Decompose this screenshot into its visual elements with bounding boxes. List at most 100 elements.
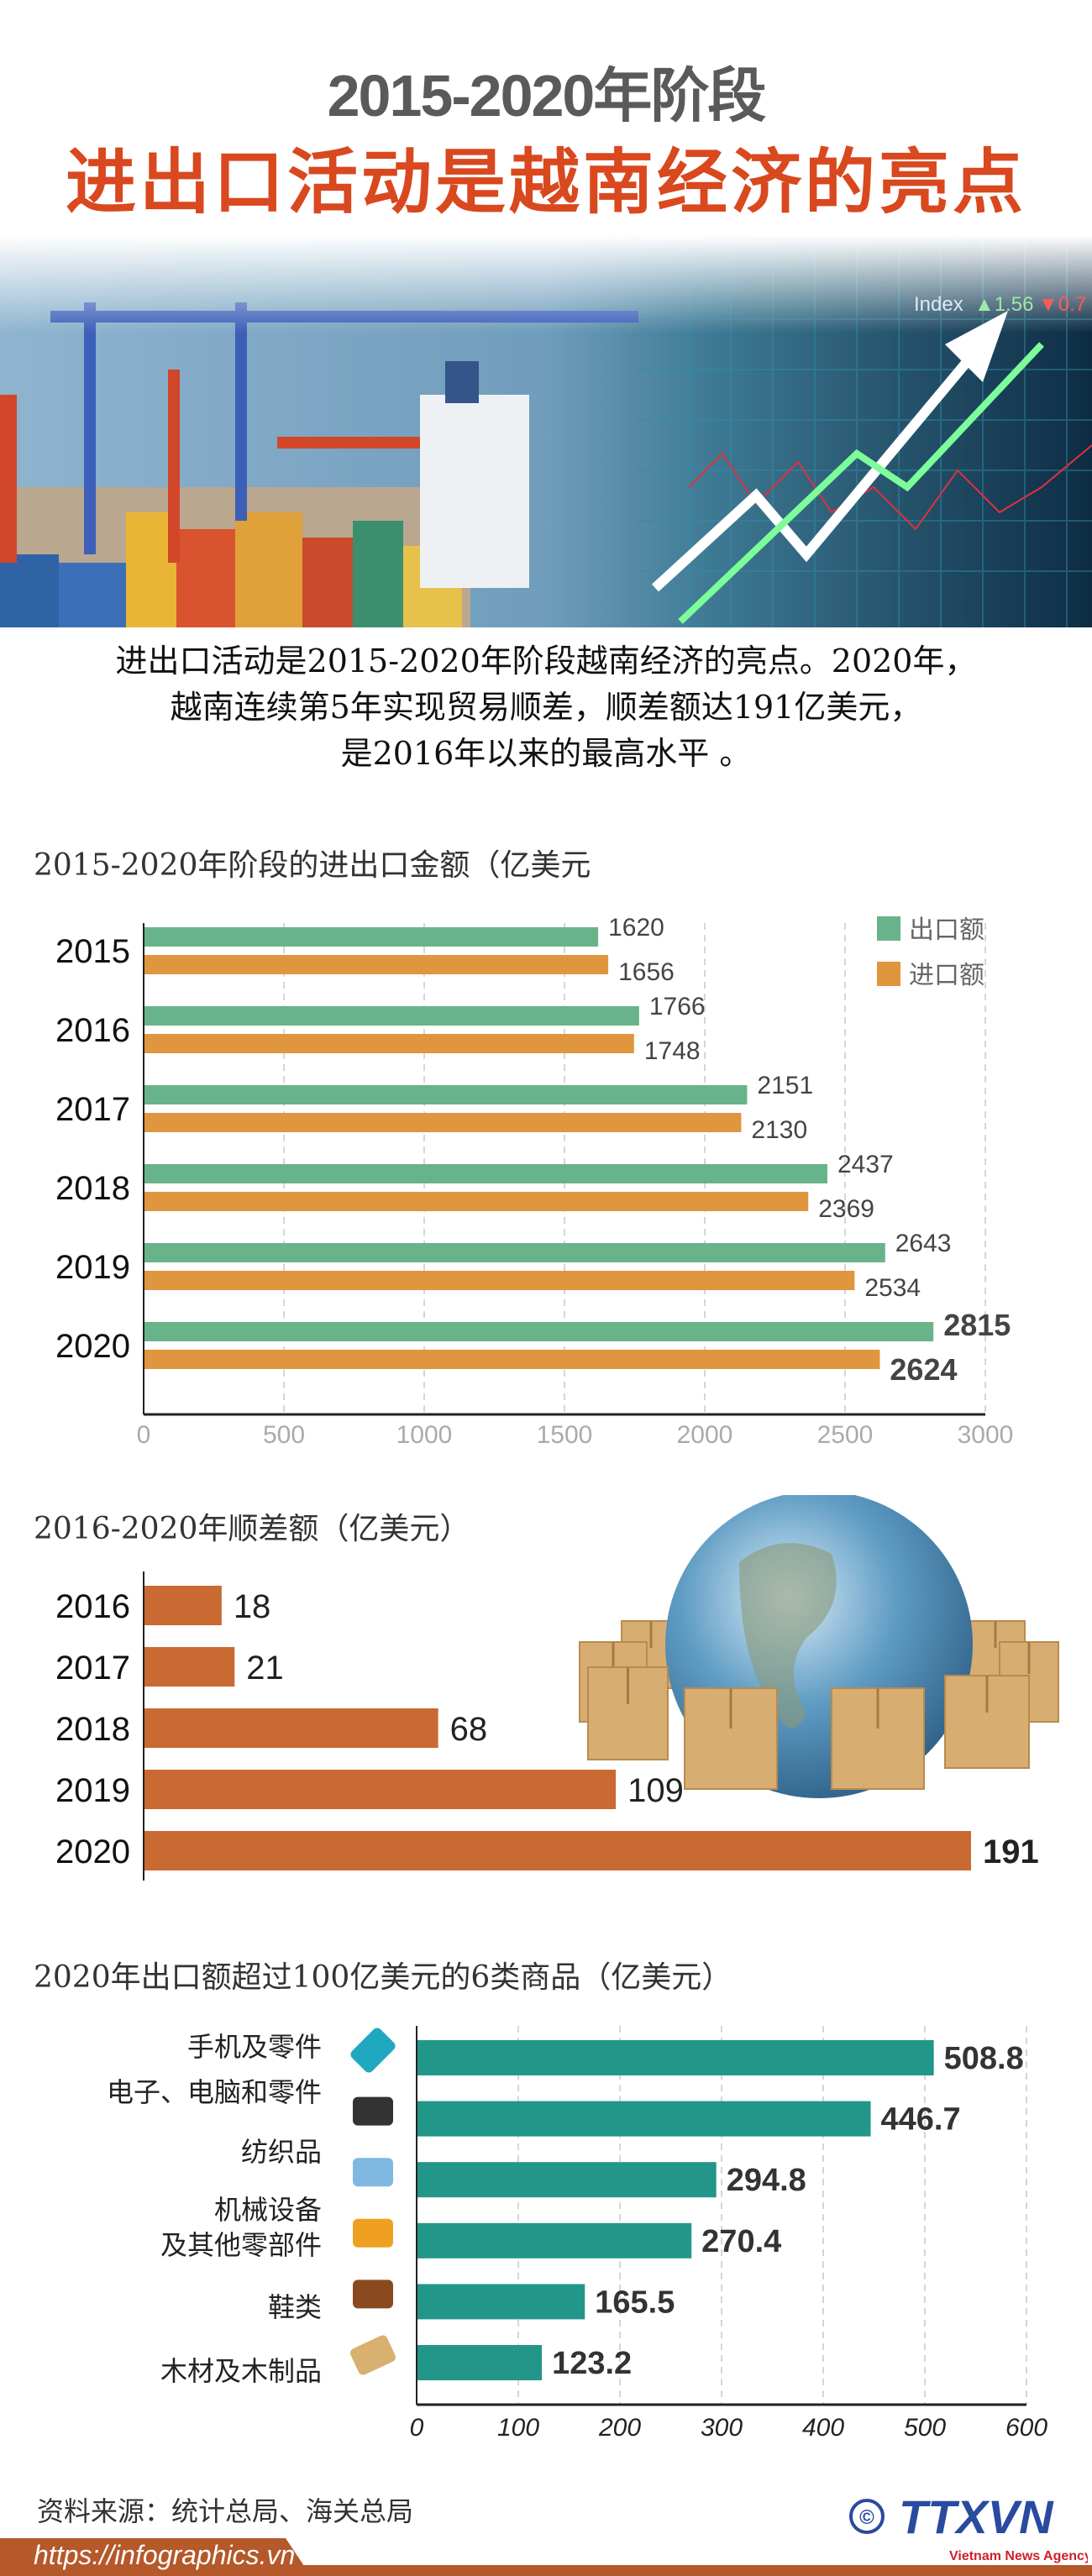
shoes-icon xyxy=(353,2280,393,2309)
value-label: 2815 xyxy=(943,1308,1011,1342)
year-label: 2017 xyxy=(55,1091,130,1128)
year-label: 2016 xyxy=(55,1012,130,1049)
bar-export xyxy=(144,1243,885,1262)
smartphone-icon xyxy=(350,2028,396,2073)
intro-line: 进出口活动是2015-2020年阶段越南经济的亮点。2020年， xyxy=(115,643,977,679)
year-label: 2018 xyxy=(55,1170,130,1207)
bar-export xyxy=(144,1006,639,1026)
photo-illustration: Index ▲1.56 ▼0.7 xyxy=(0,235,1092,627)
title-line-1: 2015-2020年阶段 xyxy=(327,63,767,129)
value-label: 2130 xyxy=(751,1116,807,1144)
ttxvn-logo: © TTXVN Vietnam News Agency xyxy=(849,2490,1088,2563)
value-label: 18 xyxy=(234,1588,271,1625)
top-export-products-chart: 2020年出口额超过100亿美元的6类商品（亿美元） 0 100 200 300 400 5… xyxy=(34,1960,1047,2442)
bar-import xyxy=(144,955,609,974)
product-bar xyxy=(417,2040,934,2075)
ticker-down: ▼0.7 xyxy=(1038,293,1086,316)
legend-label: 出口额 xyxy=(909,916,984,944)
intro-line: 越南连续第5年实现贸易顺差，顺差额达191亿美元， xyxy=(170,689,922,726)
surplus-bar xyxy=(144,1831,971,1870)
title-line-2: 进出口活动是越南经济的亮点 xyxy=(65,141,1026,223)
x-tick-label: 100 xyxy=(497,2414,539,2442)
x-tick-label: 500 xyxy=(904,2414,946,2442)
globe-with-boxes-illustration xyxy=(579,1495,1059,1798)
value-label: 508.8 xyxy=(944,2041,1024,2076)
category-label: 机械设备 xyxy=(214,2195,322,2225)
category-label: 手机及零件 xyxy=(187,2032,322,2062)
ticker-label: Index xyxy=(914,293,963,316)
surplus-bar xyxy=(144,1770,617,1809)
chart-title: 2020年出口额超过100亿美元的6类商品（亿美元） xyxy=(34,1960,732,1995)
year-label: 2015 xyxy=(55,933,130,970)
product-bar xyxy=(417,2222,692,2259)
value-label: 446.7 xyxy=(881,2102,961,2138)
product-bar xyxy=(417,2284,585,2320)
intro-paragraph: 进出口活动是2015-2020年阶段越南经济的亮点。2020年， 越南连续第5年… xyxy=(0,638,1092,777)
value-label: 109 xyxy=(627,1772,684,1809)
category-label: 鞋类 xyxy=(268,2292,322,2322)
value-label: 1620 xyxy=(608,914,664,942)
value-label: 2643 xyxy=(895,1230,952,1257)
year-label: 2017 xyxy=(55,1650,130,1687)
x-tick-label: 400 xyxy=(802,2414,844,2442)
copyright-mark: © xyxy=(859,2506,874,2529)
value-label: 123.2 xyxy=(552,2346,632,2381)
x-tick-label: 500 xyxy=(263,1421,305,1449)
product-bar xyxy=(417,2162,717,2198)
value-label: 21 xyxy=(246,1650,284,1687)
x-tick-label: 300 xyxy=(701,2414,743,2442)
bar-export xyxy=(144,1322,934,1341)
continent xyxy=(739,1543,837,1729)
bar-export xyxy=(144,1164,827,1183)
header-photo-port-and-market: Index ▲1.56 ▼0.7 xyxy=(0,235,1092,627)
trade-surplus-chart: 2016-2020年顺差额（亿美元） 2016 18 2017 21 2018 68 2019… xyxy=(34,1495,1059,1881)
chart-title: 2016-2020年顺差额（亿美元） xyxy=(34,1512,470,1546)
value-label: 191 xyxy=(983,1834,1039,1870)
bar-import xyxy=(144,1034,634,1053)
product-bar xyxy=(417,2345,543,2380)
category-label: 木材及木制品 xyxy=(160,2356,322,2386)
x-tick-label: 200 xyxy=(598,2414,641,2442)
value-label: 294.8 xyxy=(727,2163,806,2198)
value-label: 2151 xyxy=(757,1072,813,1099)
category-label: 纺织品 xyxy=(241,2137,322,2167)
intro-line: 是2016年以来的最高水平 。 xyxy=(340,735,752,772)
category-label: 电子、电脑和零件 xyxy=(107,2077,322,2107)
x-tick-label: 600 xyxy=(1005,2414,1047,2442)
source-note: 资料来源：统计总局、海关总局 xyxy=(37,2495,414,2527)
x-tick-label: 1000 xyxy=(396,1421,453,1449)
year-label: 2018 xyxy=(55,1711,130,1748)
value-label: 68 xyxy=(450,1711,488,1748)
x-tick-label: 1500 xyxy=(537,1421,593,1449)
chart-title: 2015-2020年阶段的进出口金额（亿美元 xyxy=(34,848,591,883)
computer-icon xyxy=(353,2096,393,2126)
value-label: 1748 xyxy=(644,1037,701,1065)
bar-import xyxy=(144,1192,809,1211)
footer-strip xyxy=(0,2565,1092,2576)
legend-label: 进口额 xyxy=(909,962,984,989)
year-label: 2019 xyxy=(55,1772,130,1809)
wrench-icon xyxy=(353,2218,393,2248)
bar-export xyxy=(144,1085,748,1104)
bar-import xyxy=(144,1350,880,1369)
ticker-up: ▲1.56 xyxy=(974,293,1033,316)
wood-icon xyxy=(350,2335,396,2375)
bar-export xyxy=(144,927,599,947)
x-tick-label: 2500 xyxy=(817,1421,874,1449)
year-label: 2019 xyxy=(55,1249,130,1286)
x-tick-label: 2000 xyxy=(677,1421,733,1449)
product-bar xyxy=(417,2101,871,2137)
surplus-bar xyxy=(144,1586,222,1625)
year-label: 2020 xyxy=(55,1834,130,1870)
value-label: 2437 xyxy=(837,1151,894,1178)
logo-text: TTXVN xyxy=(899,2490,1054,2543)
bar-import xyxy=(144,1271,855,1290)
legend-swatch xyxy=(877,962,900,986)
trade-value-chart: 2015-2020年阶段的进出口金额（亿美元 0 500 1000 1500 2000 25… xyxy=(34,848,1014,1449)
website-link[interactable]: https://infographics.vn xyxy=(34,2540,296,2570)
year-label: 2016 xyxy=(55,1588,130,1625)
legend-swatch xyxy=(877,916,900,941)
x-tick-label: 3000 xyxy=(958,1421,1014,1449)
bar-import xyxy=(144,1113,742,1132)
